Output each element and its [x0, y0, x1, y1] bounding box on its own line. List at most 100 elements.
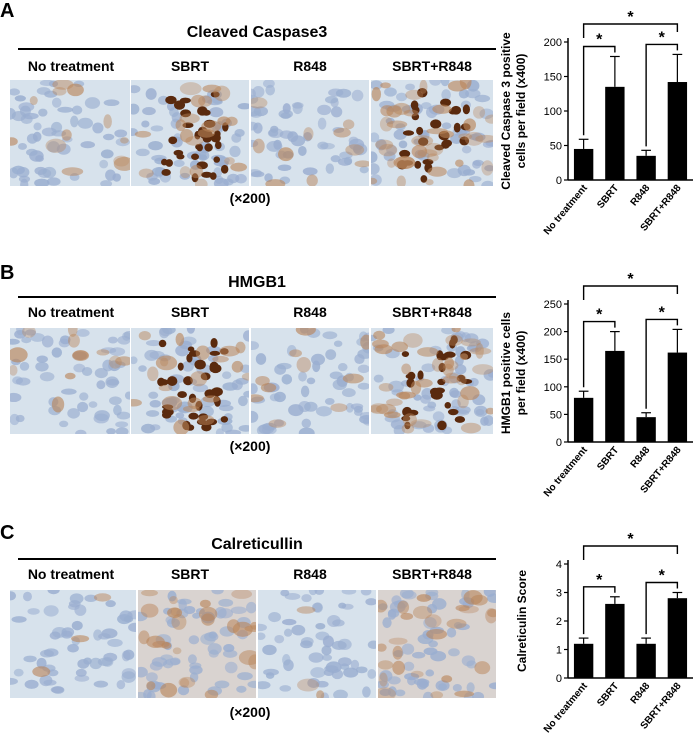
significance-star: *	[659, 568, 666, 585]
y-tick-label: 50	[550, 409, 562, 421]
significance-star: *	[627, 9, 634, 26]
micrograph-sbrt	[138, 590, 256, 698]
significance-bracket	[582, 23, 679, 38]
panel-title: HMGB1	[228, 274, 286, 291]
x-tick-label: SBRT	[595, 183, 621, 211]
significance-star: *	[596, 307, 603, 324]
significance-bracket	[582, 545, 679, 560]
significance-star: *	[627, 271, 634, 288]
x-tick-label: SBRT	[595, 445, 621, 473]
x-tick-label: R848	[629, 445, 653, 471]
y-tick-label: 50	[550, 141, 562, 153]
column-label-no-treatment: No treatment	[27, 304, 115, 320]
column-label-sbrt: SBRT	[170, 304, 210, 320]
panel-b: B HMGB1 No treatment SBRT R848 SBRT+R848…	[0, 262, 699, 502]
y-tick-label: 3	[556, 588, 562, 600]
title-rule	[18, 48, 496, 50]
micrograph-sbrt-r848	[371, 80, 493, 186]
bar	[605, 350, 625, 442]
y-tick-label: 4	[556, 559, 562, 571]
y-axis-label: Cleaved Caspase 3 positive	[499, 32, 513, 190]
significance-star: *	[659, 29, 666, 46]
x-tick-label: No treatment	[542, 680, 591, 735]
y-tick-label: 150	[544, 72, 562, 84]
magnification-label: (×200)	[229, 704, 271, 720]
y-tick-label: 150	[544, 354, 562, 366]
y-tick-label: 100	[544, 106, 562, 118]
bar	[573, 643, 594, 678]
column-label-r848: R848	[293, 304, 327, 320]
bar	[667, 352, 688, 442]
y-tick-label: 0	[556, 437, 562, 449]
y-tick-label: 2	[556, 616, 562, 628]
x-tick-label: No treatment	[542, 182, 591, 237]
significance-bracket	[582, 586, 616, 635]
bar	[605, 603, 625, 678]
significance-bracket	[645, 581, 679, 635]
bar	[667, 82, 688, 180]
panel-title: Calreticullin	[211, 536, 303, 553]
significance-bracket	[645, 318, 679, 409]
bar	[573, 148, 594, 180]
significance-bracket	[582, 320, 616, 388]
column-label-r848: R848	[293, 566, 327, 582]
panel-label: C	[0, 522, 15, 544]
significance-bracket	[582, 285, 679, 300]
y-tick-label: 0	[556, 175, 562, 187]
micrograph-sbrt-r848	[371, 328, 493, 434]
column-label-sbrt: SBRT	[170, 58, 210, 74]
bar	[636, 155, 656, 180]
magnification-label: (×200)	[229, 438, 271, 454]
title-rule	[18, 296, 496, 298]
y-tick-label: 200	[544, 327, 562, 339]
y-tick-label: 1	[556, 645, 562, 657]
column-label-r848: R848	[293, 58, 327, 74]
significance-star: *	[596, 31, 603, 48]
panel-c: C Calreticullin No treatment SBRT R848 S…	[0, 522, 699, 744]
bar-chart-c: Calreticulin Score 0 1 2 3 4 No treatment SBRT R…	[496, 530, 699, 744]
micrograph-sbrt	[131, 80, 249, 186]
x-tick-label: No treatment	[542, 444, 591, 499]
y-axis-label: Calreticulin Score	[515, 570, 529, 672]
y-axis-label: per field (x400)	[514, 331, 528, 416]
y-axis-label: cells per field (x400)	[514, 54, 528, 169]
micrograph-r848	[251, 328, 369, 434]
column-label-sbrt-r848: SBRT+R848	[392, 304, 472, 320]
x-tick-label: R848	[629, 183, 653, 209]
column-label-sbrt-r848: SBRT+R848	[392, 566, 472, 582]
x-tick-label: R848	[629, 681, 653, 707]
significance-star: *	[659, 304, 666, 321]
column-label-no-treatment: No treatment	[27, 58, 115, 74]
y-axis-label: HMGB1 positive cells	[499, 312, 513, 434]
bar	[667, 598, 688, 678]
y-tick-label: 250	[544, 299, 562, 311]
bar	[605, 86, 625, 180]
bar	[573, 397, 594, 442]
micrograph-no-treatment	[10, 328, 130, 434]
bar-chart-a: Cleaved Caspase 3 positive cells per fiel…	[496, 8, 699, 238]
significance-bracket	[645, 43, 679, 147]
y-tick-label: 100	[544, 382, 562, 394]
magnification-label: (×200)	[229, 190, 271, 206]
title-rule	[18, 558, 496, 560]
panel-title: Cleaved Caspase3	[186, 24, 328, 41]
micrograph-no-treatment	[10, 80, 130, 186]
micrograph-no-treatment	[10, 590, 136, 698]
significance-star: *	[627, 531, 634, 548]
micrograph-sbrt-r848	[378, 590, 496, 698]
bar-chart-b: HMGB1 positive cells per field (x400) 0 50 1…	[496, 270, 699, 502]
y-tick-label: 200	[544, 37, 562, 49]
micrograph-r848	[251, 80, 369, 186]
column-label-sbrt-r848: SBRT+R848	[392, 58, 472, 74]
bar	[636, 643, 656, 678]
significance-star: *	[596, 572, 603, 589]
panel-label: A	[0, 0, 15, 22]
column-label-no-treatment: No treatment	[27, 566, 115, 582]
panel-label: B	[0, 262, 15, 284]
panel-a: A Cleaved Caspase3 No treatment SBRT R84…	[0, 0, 699, 240]
column-label-sbrt: SBRT	[170, 566, 210, 582]
bar	[636, 417, 656, 442]
x-tick-label: SBRT	[595, 681, 621, 709]
micrograph-r848	[258, 590, 376, 698]
significance-bracket	[582, 45, 616, 136]
